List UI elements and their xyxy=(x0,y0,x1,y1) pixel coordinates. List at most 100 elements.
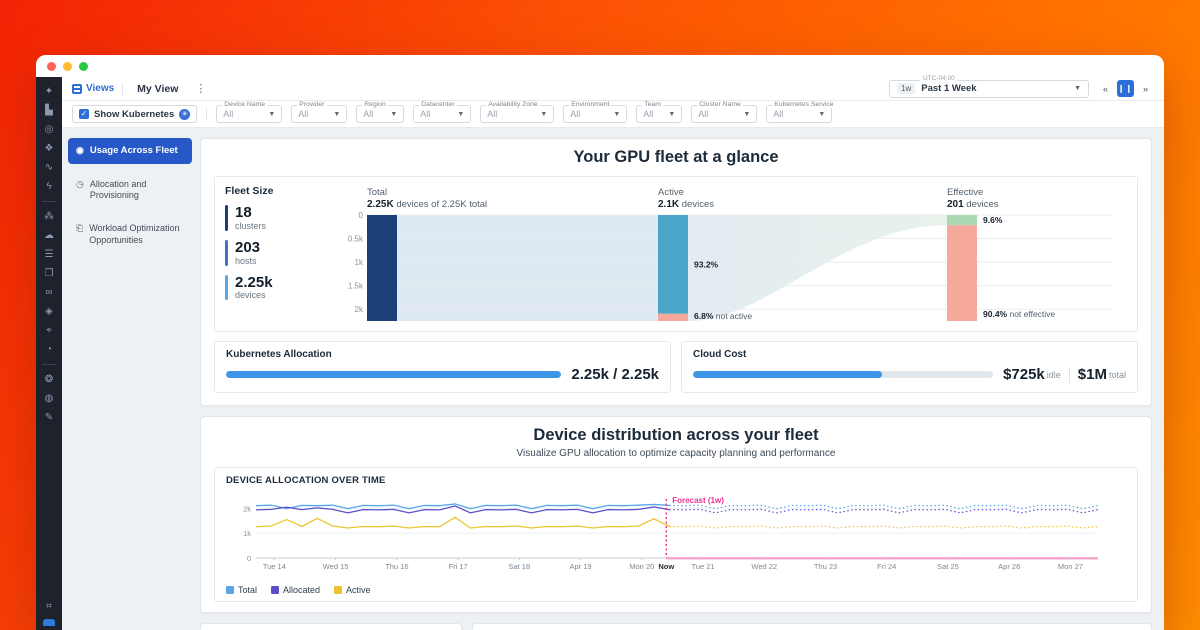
filter-device-name[interactable]: Device Name All ▼ xyxy=(216,101,283,123)
legend-item-active[interactable]: Active xyxy=(334,585,371,595)
tab-my-view[interactable]: My View xyxy=(137,82,179,95)
chevron-down-icon: ▼ xyxy=(457,110,465,118)
filter-provider[interactable]: Provider All ▼ xyxy=(291,101,348,123)
infrastructure-icon[interactable]: ❖ xyxy=(44,143,54,154)
svg-text:Thu 16: Thu 16 xyxy=(385,562,408,571)
close-window-button[interactable] xyxy=(47,61,56,71)
svg-text:Forecast (1w): Forecast (1w) xyxy=(672,496,724,505)
filter-team[interactable]: Team All ▼ xyxy=(636,101,683,123)
nav-item-workload-optimization[interactable]: ⎗ Workload Optimization Opportunities xyxy=(68,216,192,253)
dashboard-nav: ◉ Usage Across Fleet ◷ Allocation and Provi… xyxy=(68,138,192,630)
divider xyxy=(1068,366,1070,383)
dashboards-icon[interactable]: ❒ xyxy=(44,268,54,279)
nav-item-label: Workload Optimization Opportunities xyxy=(89,223,180,245)
minimize-window-button[interactable] xyxy=(63,61,72,71)
svg-text:90.4% not effective: 90.4% not effective xyxy=(983,309,1055,319)
account-avatar[interactable] xyxy=(43,619,55,626)
fleet-funnel-panel: Fleet Size 18 clusters 203 hosts 2.25k device… xyxy=(214,176,1138,332)
svg-text:Sat 18: Sat 18 xyxy=(508,562,530,571)
kubernetes-allocation-bar xyxy=(226,371,562,378)
device-distribution-card: Device distribution across your fleet Vi… xyxy=(200,416,1152,613)
security-icon[interactable]: ◈ xyxy=(45,306,53,317)
distribution-subtitle: Visualize GPU allocation to optimize cap… xyxy=(516,448,836,459)
rum-icon[interactable]: ⌖ xyxy=(46,325,52,336)
watchdog-icon[interactable]: ◎ xyxy=(44,124,54,135)
svg-text:Wed 22: Wed 22 xyxy=(751,562,777,571)
nav-item-allocation-provisioning[interactable]: ◷ Allocation and Provisioning xyxy=(68,172,192,209)
chevron-down-icon: ▼ xyxy=(613,110,621,118)
filter-datacenter[interactable]: Datacenter All ▼ xyxy=(413,101,472,123)
svg-text:9.6%: 9.6% xyxy=(983,215,1003,225)
gpu-fleet-glance-card: Your GPU fleet at a glance Fleet Size 18… xyxy=(200,138,1152,406)
cloud-cost-title: Cloud Cost xyxy=(693,349,747,360)
svg-text:Now: Now xyxy=(658,562,674,571)
svg-text:Sat 25: Sat 25 xyxy=(937,562,959,571)
kubernetes-allocation-value: 2.25k / 2.25k xyxy=(571,366,659,383)
svg-text:Fri 17: Fri 17 xyxy=(448,562,467,571)
show-kubernetes-toggle[interactable]: ✓ Show Kubernetes ✳ xyxy=(72,105,198,123)
svg-text:201 devices: 201 devices xyxy=(947,199,999,210)
network-icon[interactable]: ⁂ xyxy=(44,211,54,222)
filter-environment[interactable]: Environment All ▼ xyxy=(563,101,628,123)
show-kubernetes-label: Show Kubernetes xyxy=(94,108,175,120)
cloud-provider-breakdown-card: CLOUD PROVIDER INSTANCE BREAKDOWN + xyxy=(200,623,462,630)
svg-text:Active: Active xyxy=(658,187,684,198)
zoom-window-button[interactable] xyxy=(79,61,88,71)
kebab-menu-icon[interactable]: ⋮ xyxy=(195,83,207,95)
time-backward-button[interactable]: « xyxy=(1097,80,1114,97)
integrations-icon[interactable]: ∞ xyxy=(45,287,53,298)
svg-text:0: 0 xyxy=(359,211,364,220)
pause-button[interactable]: ❙❙ xyxy=(1117,80,1134,97)
quick-nav-icon[interactable]: ✦ xyxy=(44,86,54,97)
monitors-icon[interactable]: ◍ xyxy=(44,393,54,404)
filter-cluster-name[interactable]: Cluster Name All ▼ xyxy=(691,101,758,123)
serverless-icon[interactable]: ϟ xyxy=(46,181,52,192)
svg-text:Tue 21: Tue 21 xyxy=(691,562,714,571)
fleet-size-block: Fleet Size 18 clusters 203 hosts 2.25k device… xyxy=(225,185,327,323)
cloud-cost-idle-label: idle xyxy=(1046,369,1061,380)
window-titlebar xyxy=(36,55,1164,77)
svg-text:Total: Total xyxy=(367,187,387,198)
chevron-down-icon: ▼ xyxy=(268,110,276,118)
svg-text:1.5k: 1.5k xyxy=(348,282,364,291)
filter-kubernetes-service[interactable]: Kubernetes Service All ▼ xyxy=(766,101,836,123)
legend-item-total[interactable]: Total xyxy=(226,585,257,595)
device-allocation-panel-title: DEVICE ALLOCATION OVER TIME xyxy=(226,475,386,486)
time-range-picker[interactable]: UTC-04:00 1w Past 1 Week ▼ xyxy=(889,74,1089,98)
distribution-title: Device distribution across your fleet xyxy=(533,426,819,444)
fleet-size-title: Fleet Size xyxy=(225,185,274,197)
svg-text:Wed 15: Wed 15 xyxy=(323,562,349,571)
svg-text:Mon 27: Mon 27 xyxy=(1058,562,1083,571)
legend-item-allocated[interactable]: Allocated xyxy=(271,585,320,595)
time-forward-button[interactable]: » xyxy=(1137,80,1154,97)
apm-icon[interactable]: ∿ xyxy=(44,162,54,173)
svg-text:0.5k: 0.5k xyxy=(348,235,364,244)
filter-availability-zone[interactable]: Availability Zone All ▼ xyxy=(480,101,555,123)
notebooks-icon[interactable]: ✎ xyxy=(44,412,54,423)
divider xyxy=(42,364,56,365)
organization-icon[interactable]: ⌗ xyxy=(46,601,52,612)
kubernetes-allocation-panel: Kubernetes Allocation 2.25k / 2.25k xyxy=(214,341,671,393)
chevron-down-icon: ▼ xyxy=(668,110,676,118)
views-button[interactable]: Views xyxy=(72,83,114,94)
synthetics-icon[interactable]: ◔ xyxy=(45,344,53,355)
nav-item-usage-across-fleet[interactable]: ◉ Usage Across Fleet xyxy=(68,138,192,164)
metrics-icon[interactable]: ▙ xyxy=(45,105,53,116)
chevron-down-icon: ▼ xyxy=(390,110,398,118)
svg-text:6.8% not active: 6.8% not active xyxy=(694,311,752,321)
time-range-label: Past 1 Week xyxy=(921,83,977,94)
chevron-down-icon: ▼ xyxy=(333,110,341,118)
cloud-icon[interactable]: ☁ xyxy=(44,230,54,241)
svg-text:2.25K devices of 2.25K total: 2.25K devices of 2.25K total xyxy=(367,199,487,210)
device-allocation-chart[interactable]: 0 1k 2k Forecast (1w) Tue 14 Wed 15 Thu 16 Fri … xyxy=(226,490,1106,578)
filter-region[interactable]: Region All ▼ xyxy=(356,101,405,123)
nav-item-icon: ⎗ xyxy=(76,223,84,234)
chevron-down-icon: ▼ xyxy=(818,110,826,118)
chevron-down-icon: ▼ xyxy=(743,110,751,118)
svg-text:Tue 14: Tue 14 xyxy=(263,562,286,571)
svg-text:93.2%: 93.2% xyxy=(694,259,719,269)
settings-icon[interactable]: ❂ xyxy=(44,374,54,385)
logs-icon[interactable]: ☰ xyxy=(44,249,54,260)
cloud-cost-panel: Cloud Cost $725k idle $1M total xyxy=(681,341,1138,393)
